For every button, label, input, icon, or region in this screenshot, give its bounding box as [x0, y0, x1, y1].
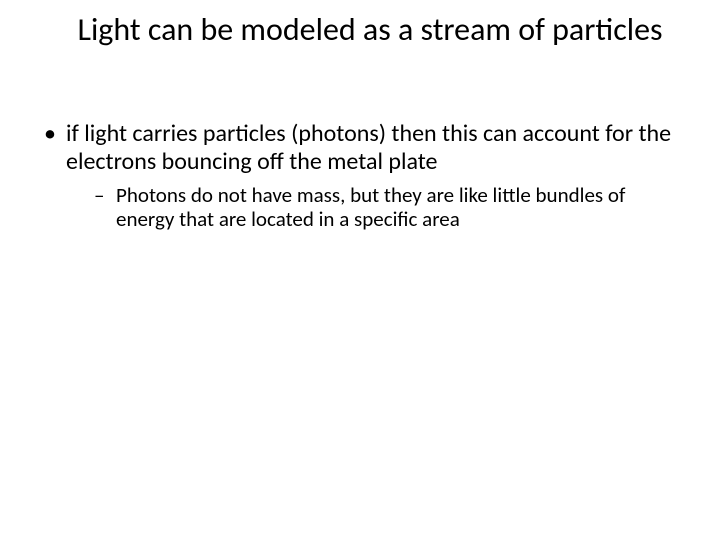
- slide-title: Light can be modeled as a stream of part…: [60, 12, 680, 49]
- bullet-text: if light carries particles (photons) the…: [66, 119, 671, 176]
- bullet-list-level1: if light carries particles (photons) the…: [38, 120, 680, 232]
- bullet-item-level1: if light carries particles (photons) the…: [38, 120, 680, 232]
- bullet-text: Photons do not have mass, but they are l…: [116, 182, 625, 233]
- bullet-item-level2: Photons do not have mass, but they are l…: [92, 183, 680, 233]
- slide: Light can be modeled as a stream of part…: [0, 0, 720, 540]
- bullet-list-level2: Photons do not have mass, but they are l…: [66, 183, 680, 233]
- slide-body: if light carries particles (photons) the…: [38, 120, 680, 238]
